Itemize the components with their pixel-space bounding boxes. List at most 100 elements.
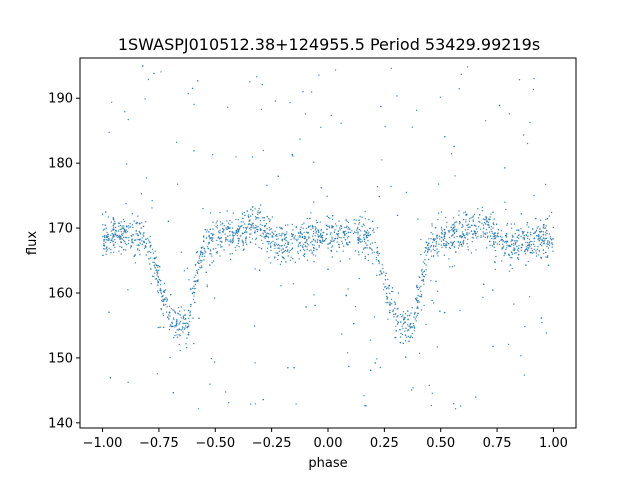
data-point [156,373,158,375]
data-point [276,252,279,254]
data-point [223,249,225,251]
data-point [340,227,343,230]
data-point [447,230,450,232]
data-point [545,218,547,220]
data-point [207,247,209,250]
data-point [337,230,340,232]
data-point [381,264,383,266]
data-point [456,235,458,238]
data-point [205,251,207,253]
data-point [110,234,112,236]
data-point [157,270,159,272]
data-point [462,243,465,245]
data-point [179,349,181,352]
data-point [464,229,466,231]
data-point [511,234,514,237]
data-point [506,233,508,235]
data-point [429,246,431,248]
data-point [234,246,236,249]
data-point [475,232,477,235]
y-tick-label: 170 [48,222,73,237]
data-point [488,231,491,233]
data-point [462,241,464,243]
data-point [482,224,485,226]
data-point [264,230,266,232]
data-point [202,253,204,256]
data-point [528,238,531,240]
data-point [215,247,217,250]
data-point [193,292,196,294]
data-point [204,228,206,231]
data-point [266,247,269,249]
data-point [362,248,365,250]
data-point [308,250,310,252]
data-point [509,264,512,266]
data-point [237,237,239,240]
data-point [430,250,432,252]
data-point [515,240,517,242]
data-point [167,220,170,222]
data-point [163,304,165,307]
data-point [431,223,433,225]
data-point [529,240,531,243]
data-point [432,248,434,250]
data-point [325,224,328,226]
data-point [139,242,141,244]
data-point [488,226,490,228]
data-point [505,208,507,211]
data-point [349,241,351,243]
data-point [302,227,304,229]
data-point [515,241,517,244]
data-point [212,234,214,236]
data-point [358,239,360,241]
x-tick-label: 0.25 [370,436,399,451]
data-point [271,235,273,237]
data-point [260,239,263,241]
data-point [102,248,105,250]
data-point [150,251,152,254]
data-point [552,226,554,229]
data-point [410,326,412,328]
data-point [279,263,282,266]
data-point [517,257,519,259]
data-point [494,261,496,263]
data-point [475,225,477,227]
data-point [394,307,396,309]
data-point [220,246,222,248]
data-point [453,240,456,243]
data-point [235,232,237,234]
data-point [535,234,538,237]
data-point [432,233,434,235]
data-point [295,403,297,405]
data-point [266,251,268,253]
data-point [431,299,433,302]
data-point [477,217,480,219]
data-point [275,243,278,245]
data-point [466,66,469,68]
data-point [279,245,281,247]
data-point [394,302,396,304]
data-point [280,249,283,251]
data-point [171,325,173,327]
data-point [502,245,505,247]
data-point [466,243,468,245]
data-point [185,325,187,327]
data-point [283,235,286,237]
data-point [524,250,526,253]
data-point [484,232,486,234]
data-point [425,323,427,326]
data-point [268,218,270,220]
data-point [492,227,494,229]
data-point [154,257,156,259]
data-point [301,223,303,226]
data-point [311,244,314,246]
data-point [548,244,551,246]
data-point [461,235,464,238]
data-point [182,331,184,333]
data-point [533,248,535,250]
data-point [526,222,529,224]
data-point [451,243,454,245]
data-point [422,279,424,281]
data-point [318,231,320,233]
data-point [420,309,423,311]
